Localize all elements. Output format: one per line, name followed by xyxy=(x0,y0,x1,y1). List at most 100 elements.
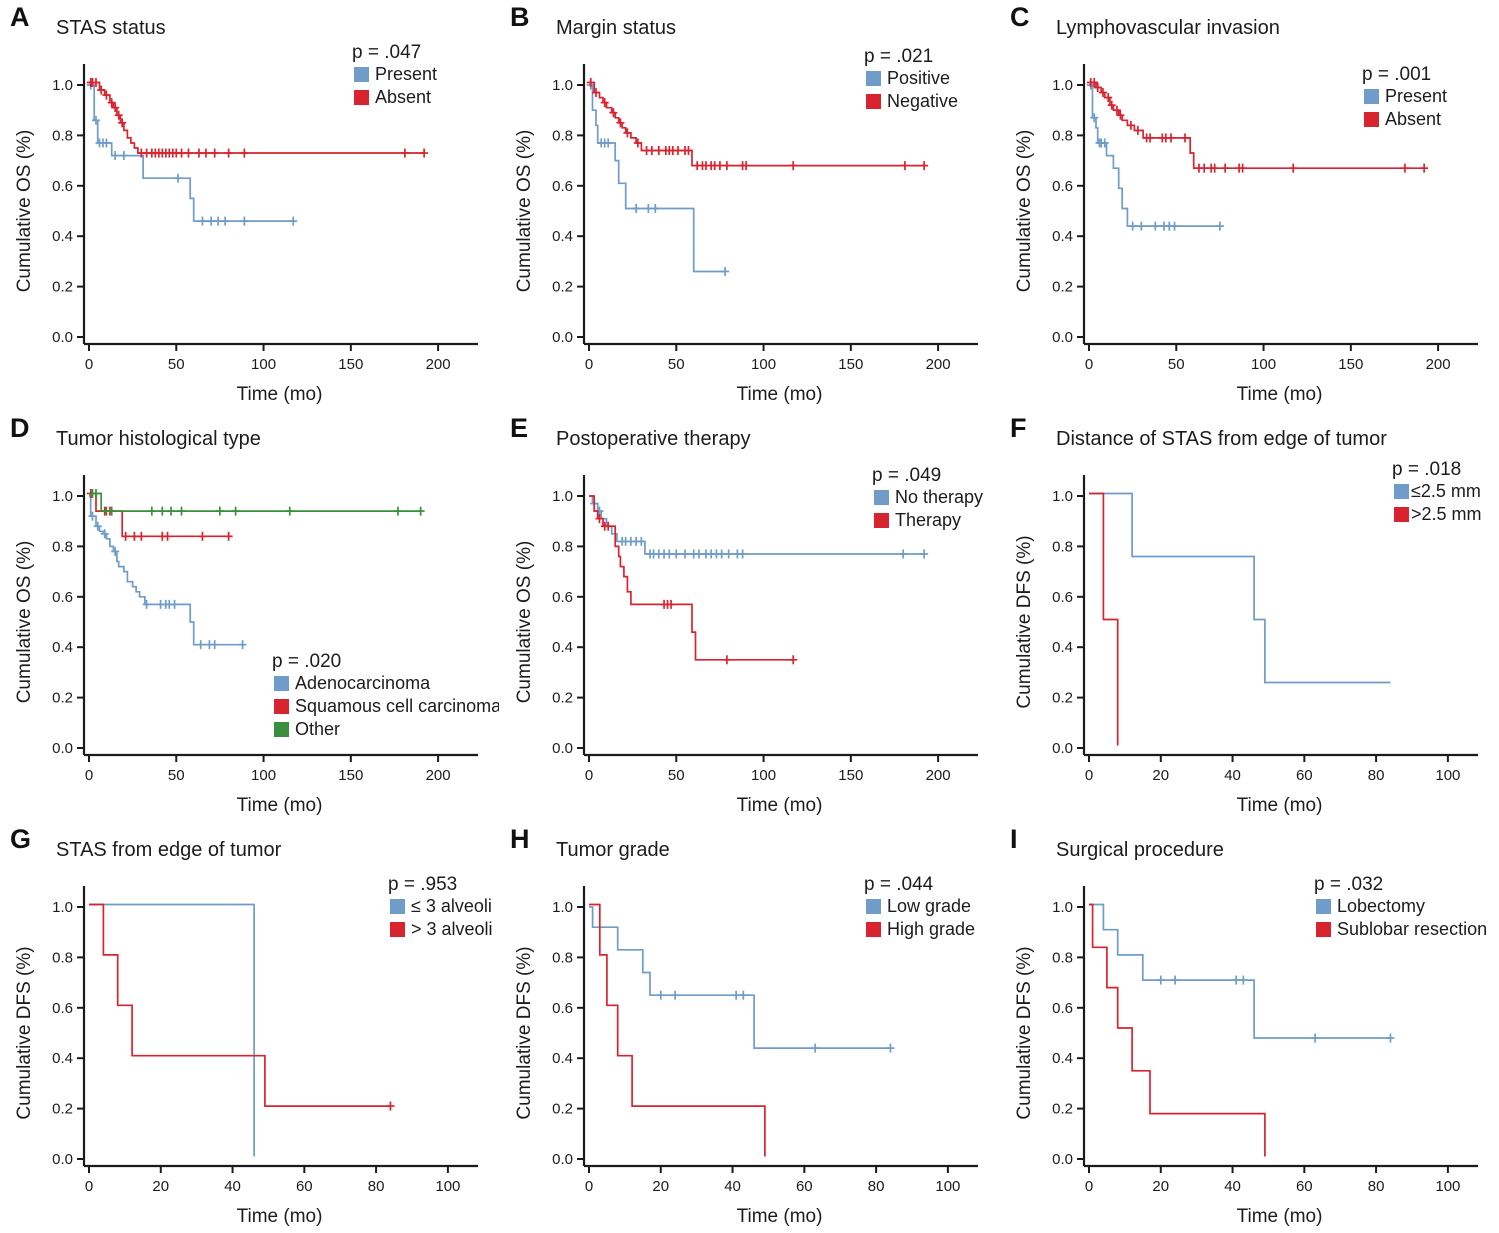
svg-text:No therapy: No therapy xyxy=(895,487,983,507)
svg-text:p = .021: p = .021 xyxy=(864,46,933,67)
panel-title: Postoperative therapy xyxy=(556,428,751,450)
svg-text:0.2: 0.2 xyxy=(1052,690,1073,707)
svg-text:0.0: 0.0 xyxy=(552,329,573,346)
svg-text:50: 50 xyxy=(1168,356,1185,373)
svg-text:60: 60 xyxy=(796,1178,813,1195)
svg-text:0.8: 0.8 xyxy=(52,949,73,966)
svg-text:0.8: 0.8 xyxy=(52,538,73,555)
svg-text:Absent: Absent xyxy=(1385,109,1441,129)
panel-letter: B xyxy=(510,2,530,32)
panel-title: Distance of STAS from edge of tumor xyxy=(1056,428,1387,450)
panel-letter: H xyxy=(510,824,530,854)
svg-text:0.8: 0.8 xyxy=(1052,538,1073,555)
svg-text:50: 50 xyxy=(168,767,185,784)
svg-text:High grade: High grade xyxy=(887,919,975,939)
svg-text:0.8: 0.8 xyxy=(552,949,573,966)
svg-text:1.0: 1.0 xyxy=(52,488,73,505)
svg-text:150: 150 xyxy=(838,767,863,784)
svg-text:40: 40 xyxy=(724,1178,741,1195)
svg-text:0: 0 xyxy=(1085,767,1093,784)
svg-text:≤ 3 alveoli: ≤ 3 alveoli xyxy=(411,896,492,916)
svg-text:0.6: 0.6 xyxy=(552,589,573,606)
svg-text:0.4: 0.4 xyxy=(552,228,573,245)
svg-text:0.8: 0.8 xyxy=(552,127,573,144)
panel-title: STAS status xyxy=(56,17,166,39)
svg-text:0.0: 0.0 xyxy=(52,329,73,346)
svg-text:p = .032: p = .032 xyxy=(1314,874,1383,895)
panel-c: C Lymphovascular invasion 0.0 0.2 0.4 0.6 0.… xyxy=(1000,0,1499,411)
svg-text:0.0: 0.0 xyxy=(52,740,73,757)
svg-text:100: 100 xyxy=(1435,767,1460,784)
svg-text:Time (mo): Time (mo) xyxy=(237,795,323,816)
svg-text:0.8: 0.8 xyxy=(52,127,73,144)
svg-text:1.0: 1.0 xyxy=(1052,899,1073,916)
panel-letter: D xyxy=(10,413,30,443)
panel-d: D Tumor histological type 0.0 0.2 0.4 0.6 0.… xyxy=(0,411,499,822)
panel-letter: C xyxy=(1010,2,1030,32)
svg-text:80: 80 xyxy=(868,1178,885,1195)
svg-text:0.4: 0.4 xyxy=(52,1050,73,1067)
svg-text:0.0: 0.0 xyxy=(52,1151,73,1168)
panel-letter: I xyxy=(1010,824,1019,854)
svg-text:100: 100 xyxy=(1435,1178,1460,1195)
svg-text:0: 0 xyxy=(585,1178,593,1195)
svg-text:40: 40 xyxy=(1224,767,1241,784)
svg-text:0.6: 0.6 xyxy=(52,178,73,195)
svg-text:1.0: 1.0 xyxy=(52,77,73,94)
panel-letter: E xyxy=(510,413,529,443)
svg-text:0.4: 0.4 xyxy=(52,228,73,245)
svg-text:200: 200 xyxy=(1426,356,1451,373)
svg-text:Cumulative DFS (%): Cumulative DFS (%) xyxy=(1014,535,1035,708)
svg-text:0.2: 0.2 xyxy=(52,1101,73,1118)
panel-title: Tumor grade xyxy=(556,839,670,861)
svg-text:0.6: 0.6 xyxy=(52,589,73,606)
svg-text:40: 40 xyxy=(1224,1178,1241,1195)
svg-text:Cumulative OS (%): Cumulative OS (%) xyxy=(14,541,35,704)
svg-text:0.2: 0.2 xyxy=(52,690,73,707)
panel-title: Lymphovascular invasion xyxy=(1056,17,1280,39)
svg-text:200: 200 xyxy=(926,767,951,784)
svg-text:80: 80 xyxy=(1368,1178,1385,1195)
svg-text:0.2: 0.2 xyxy=(552,279,573,296)
svg-text:p = .049: p = .049 xyxy=(872,465,941,486)
svg-text:80: 80 xyxy=(368,1178,385,1195)
svg-text:≤2.5 mm: ≤2.5 mm xyxy=(1411,481,1481,501)
svg-text:40: 40 xyxy=(224,1178,241,1195)
svg-text:0.4: 0.4 xyxy=(552,1050,573,1067)
svg-text:20: 20 xyxy=(152,1178,169,1195)
svg-text:60: 60 xyxy=(1296,767,1313,784)
svg-text:Squamous cell carcinoma: Squamous cell carcinoma xyxy=(295,696,499,716)
panel-title: Surgical procedure xyxy=(1056,839,1224,861)
km-plot: 0.0 0.2 0.4 0.6 0.8 1.0 0 20 40 60 80 100 Time (mo) C… xyxy=(1014,874,1487,1227)
svg-text:0: 0 xyxy=(85,356,93,373)
km-plot: 0.0 0.2 0.4 0.6 0.8 1.0 0 20 40 60 80 100 Time (mo) C… xyxy=(514,874,978,1227)
svg-text:p = .018: p = .018 xyxy=(1392,459,1461,480)
svg-text:0.6: 0.6 xyxy=(1052,589,1073,606)
svg-text:0: 0 xyxy=(85,1178,93,1195)
km-plot: 0.0 0.2 0.4 0.6 0.8 1.0 0 50 100 150 200 Time (mo) C… xyxy=(514,46,978,405)
svg-text:20: 20 xyxy=(652,1178,669,1195)
svg-text:100: 100 xyxy=(935,1178,960,1195)
svg-text:80: 80 xyxy=(1368,767,1385,784)
panel-letter: A xyxy=(10,2,30,32)
svg-text:Cumulative OS (%): Cumulative OS (%) xyxy=(14,130,35,293)
svg-text:0.6: 0.6 xyxy=(52,1000,73,1017)
km-plot: 0.0 0.2 0.4 0.6 0.8 1.0 0 20 40 60 80 100 Time (mo) C… xyxy=(1014,459,1482,816)
svg-text:1.0: 1.0 xyxy=(1052,488,1073,505)
svg-text:0.2: 0.2 xyxy=(552,1101,573,1118)
svg-text:Negative: Negative xyxy=(887,91,958,111)
svg-text:0: 0 xyxy=(1085,1178,1093,1195)
svg-text:150: 150 xyxy=(838,356,863,373)
svg-text:Cumulative DFS (%): Cumulative DFS (%) xyxy=(514,946,535,1119)
svg-text:0.2: 0.2 xyxy=(52,279,73,296)
svg-text:0.6: 0.6 xyxy=(1052,1000,1073,1017)
panel-i: I Surgical procedure 0.0 0.2 0.4 0.6 0.8 1.0 0… xyxy=(1000,822,1499,1233)
svg-text:Adenocarcinoma: Adenocarcinoma xyxy=(295,673,431,693)
svg-text:Time (mo): Time (mo) xyxy=(737,795,823,816)
svg-text:0.4: 0.4 xyxy=(1052,228,1073,245)
svg-text:0.2: 0.2 xyxy=(1052,279,1073,296)
svg-text:0.6: 0.6 xyxy=(552,1000,573,1017)
svg-text:0.4: 0.4 xyxy=(552,639,573,656)
svg-text:20: 20 xyxy=(1152,767,1169,784)
svg-text:0.8: 0.8 xyxy=(552,538,573,555)
